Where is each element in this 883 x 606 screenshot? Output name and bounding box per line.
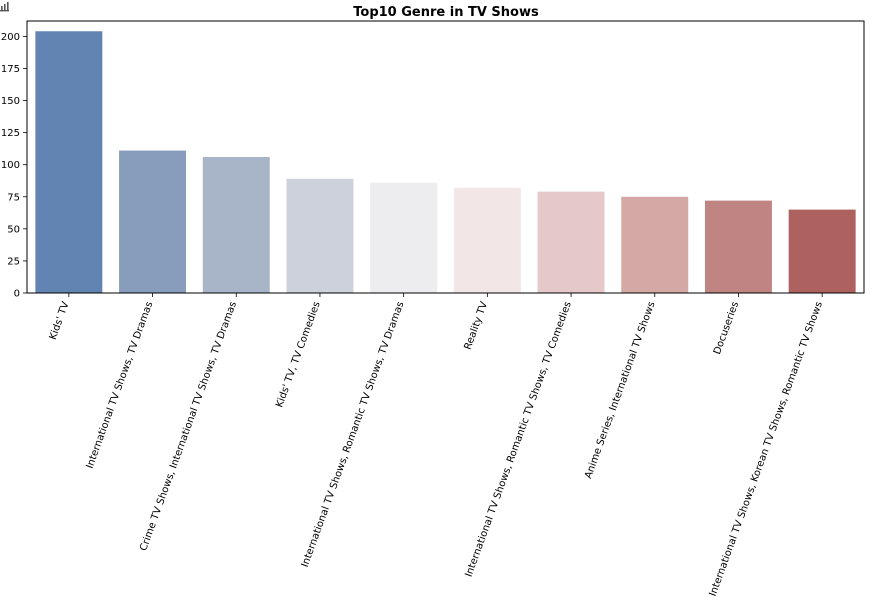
x-axis: Kids' TV International TV Shows, TV Drama… xyxy=(48,293,825,598)
bar-chart-icon xyxy=(0,2,9,12)
bar xyxy=(202,157,270,293)
y-tick-label: 0 xyxy=(14,289,20,300)
y-tick-label: 150 xyxy=(1,96,20,107)
bar xyxy=(453,187,521,293)
bar xyxy=(788,209,856,293)
x-tick-label: Crime TV Shows, International TV Shows, … xyxy=(138,300,239,552)
x-tick-label: Docuseries xyxy=(712,300,741,356)
plot-frame xyxy=(26,20,865,294)
x-tick-label: Kids' TV xyxy=(48,300,72,341)
bar xyxy=(704,200,772,293)
y-tick-label: 175 xyxy=(1,64,20,75)
bar xyxy=(370,182,438,293)
x-tick-label: Kids' TV, TV Comedies xyxy=(274,300,323,409)
x-tick-label: Anime Series, International TV Shows xyxy=(583,300,657,480)
bar xyxy=(119,150,187,293)
bar xyxy=(621,196,689,293)
x-tick-label: International TV Shows, Romantic TV Show… xyxy=(300,300,407,568)
bar xyxy=(537,191,605,293)
y-tick-label: 200 xyxy=(1,32,20,43)
y-tick-label: 100 xyxy=(1,160,20,171)
y-tick-label: 75 xyxy=(7,192,20,203)
axes-layer xyxy=(26,20,865,294)
x-tick-label: International TV Shows, Romantic TV Show… xyxy=(464,300,574,578)
x-tick-label: Reality TV xyxy=(463,300,491,351)
y-tick-label: 50 xyxy=(7,224,20,235)
y-tick-label: 25 xyxy=(7,256,20,267)
bar xyxy=(286,178,354,293)
chart-title: Top10 Genre in TV Shows xyxy=(353,5,539,20)
y-axis: 0 25 50 75 100 125 150 175 200 xyxy=(1,32,27,300)
bars-layer xyxy=(35,31,856,293)
y-tick-label: 125 xyxy=(1,128,20,139)
x-tick-label: International TV Shows, TV Dramas xyxy=(85,300,156,470)
bar xyxy=(35,31,103,293)
